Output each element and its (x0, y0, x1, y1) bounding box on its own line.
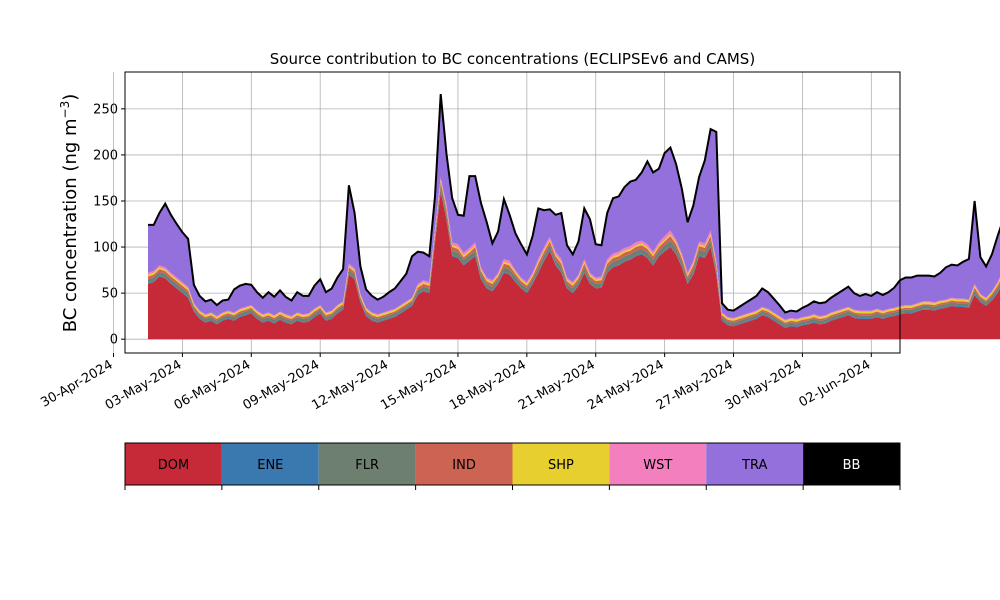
total-line (148, 94, 1000, 314)
legend-label: ENE (257, 458, 283, 473)
legend-colorbar: DOM ENE FLR IND SHP WST TRA BB (124, 442, 901, 490)
stacked-areas (148, 94, 1000, 340)
legend-label: SHP (548, 458, 574, 473)
y-axis: 0 50 100 150 200 250 (93, 102, 125, 348)
legend-swatch-ene (221, 443, 319, 485)
y-tick-label: 150 (93, 194, 118, 209)
legend-label: IND (452, 458, 476, 473)
legend-swatch-shp (512, 443, 610, 485)
legend-label: FLR (355, 458, 379, 473)
axes-frame (124, 71, 901, 354)
legend-label: DOM (158, 458, 189, 473)
legend-label: WST (643, 458, 672, 473)
y-tick-label: 200 (93, 148, 118, 163)
chart-title: Source contribution to BC concentrations… (270, 50, 755, 68)
area-tra (148, 94, 1000, 320)
y-tick-label: 250 (93, 102, 118, 117)
legend-swatch-bb (803, 443, 900, 485)
y-tick-label: 0 (110, 333, 118, 348)
legend-label: BB (843, 458, 861, 473)
y-tick-label: 100 (93, 241, 118, 256)
area-dom (148, 191, 1000, 340)
legend-swatch-flr (318, 443, 416, 485)
legend-swatch-ind (415, 443, 513, 485)
y-axis-label: BC concentration (ng m−3) (58, 94, 81, 333)
legend-swatch-dom (125, 443, 222, 485)
legend-swatch-tra (706, 443, 804, 485)
y-tick-label: 50 (101, 287, 118, 302)
legend-label: TRA (741, 458, 767, 473)
legend-swatch-wst (609, 443, 707, 485)
